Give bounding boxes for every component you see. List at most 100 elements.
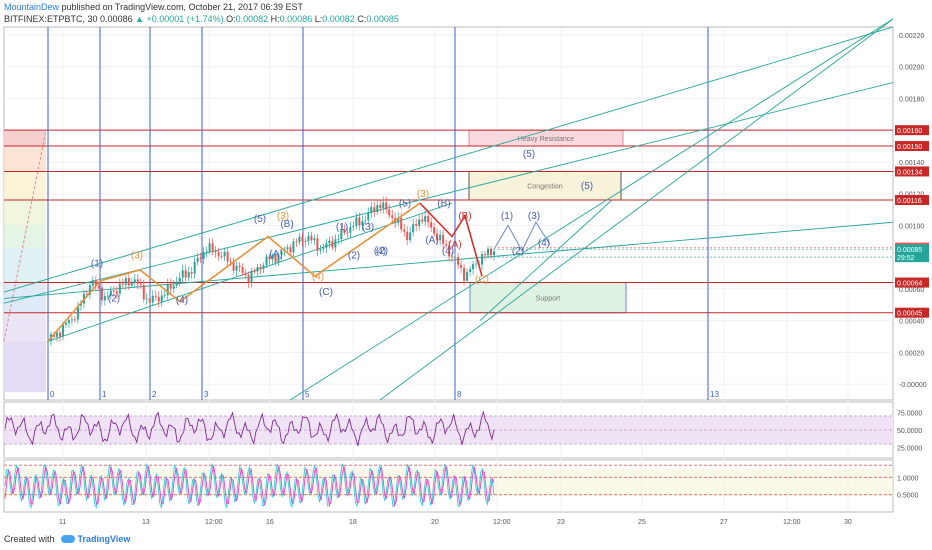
rsi-tick-label: 75.0000 <box>897 411 922 418</box>
candle-body <box>205 251 208 253</box>
candle-body <box>124 278 127 285</box>
candle-body <box>442 234 445 244</box>
candle-body <box>76 305 79 320</box>
candle-body <box>109 290 112 296</box>
candle-body <box>451 256 454 258</box>
candle-body <box>103 296 106 301</box>
zone-label: Heavy Resistance <box>518 136 575 143</box>
candle-body <box>460 264 463 268</box>
candle-body <box>301 236 304 242</box>
level-tag <box>895 125 929 136</box>
level-tag <box>895 141 929 152</box>
candle-body <box>196 257 199 263</box>
cycle-label: 1 <box>102 390 107 399</box>
candle-body <box>340 229 343 239</box>
price-tag <box>895 252 929 263</box>
candle-body <box>193 262 196 274</box>
candle-body <box>439 234 442 241</box>
candle-body <box>325 243 328 248</box>
candle-body <box>373 207 376 213</box>
candle-body <box>229 261 232 263</box>
candle-body <box>277 254 280 263</box>
trend-line <box>3 26 894 293</box>
candle-body <box>328 240 331 244</box>
stoch-k-line <box>4 463 495 510</box>
close-value: 0.00085 <box>366 14 399 24</box>
projection-path <box>493 221 551 252</box>
candle-body <box>376 205 379 213</box>
candle-body <box>232 261 235 271</box>
x-tick-label: 11 <box>59 519 66 526</box>
candle-body <box>298 236 301 243</box>
candle-body <box>493 251 495 256</box>
zone-label: Support <box>536 296 561 303</box>
price-tag <box>895 244 929 255</box>
candle-body <box>166 284 169 296</box>
price-tag-label: 29:52 <box>897 255 915 262</box>
candle-body <box>64 322 67 325</box>
cloud-icon <box>60 535 75 543</box>
candle-body <box>136 279 139 284</box>
symbol-line: BITFINEX:ETPBTC, 30 0.00086 ▲ +0.00001 (… <box>4 14 399 24</box>
candle-body <box>148 298 151 303</box>
candle-body <box>247 275 250 283</box>
x-tick-label: 12:00 <box>783 519 801 526</box>
candle-body <box>115 291 118 294</box>
candle-body <box>421 219 424 222</box>
y-tick-label: 0.00200 <box>899 65 924 72</box>
candle-body <box>379 205 382 209</box>
level-tag-label: 0.00134 <box>897 169 922 176</box>
wave-label: (1) <box>91 259 103 270</box>
candle-body <box>127 278 130 286</box>
tradingview-logo[interactable]: TradingView <box>60 534 130 544</box>
candle-body <box>445 243 448 246</box>
wave-label: (4) <box>374 246 386 257</box>
wave-label: (1) <box>336 222 348 233</box>
wave-label: (2) <box>512 246 524 257</box>
wave-label: (4) <box>442 246 454 257</box>
candle-body <box>271 255 274 260</box>
wave-label: (5) <box>399 198 411 209</box>
candle-body <box>295 241 298 243</box>
fib-band <box>4 130 46 147</box>
candle-body <box>47 341 49 343</box>
fib-band <box>4 247 46 283</box>
wave-label: (2) <box>348 251 360 262</box>
price-change: ▲ +0.00001 (+1.74%) <box>135 14 224 24</box>
wave-path-red <box>419 202 483 277</box>
wave-label: (3) <box>277 211 289 222</box>
candle-body <box>385 202 388 210</box>
wave-label: (5) <box>523 149 535 160</box>
author-link[interactable]: MountainDew <box>4 2 60 12</box>
candle-body <box>319 249 322 251</box>
candle-body <box>430 222 433 228</box>
x-tick-label: 20 <box>431 519 439 526</box>
candle-body <box>415 224 418 226</box>
candle-body <box>55 332 58 337</box>
candle-body <box>484 254 487 256</box>
candle-body <box>337 238 340 240</box>
candle-body <box>238 265 241 268</box>
cycle-label: 2 <box>152 390 157 399</box>
level-tag-label: 0.00160 <box>897 128 922 135</box>
candle-body <box>184 270 187 278</box>
wave-label: (5) <box>254 214 266 225</box>
rsi-tick-label: 25.0000 <box>897 446 922 453</box>
candle-body <box>85 293 88 295</box>
wave-label: (C) <box>319 287 333 298</box>
fib-band <box>4 341 46 393</box>
low-label: L: <box>314 14 323 24</box>
candle-body <box>457 256 460 265</box>
candle-body <box>448 245 451 257</box>
trend-line <box>3 82 894 304</box>
candle-body <box>292 241 295 253</box>
x-tick-label: 12:00 <box>205 519 223 526</box>
fib-band <box>4 146 46 172</box>
candle-body <box>88 285 91 295</box>
candle-body <box>178 277 181 282</box>
candle-body <box>226 251 229 262</box>
y-tick-label: 0.00020 <box>899 350 924 357</box>
candle-body <box>139 283 142 285</box>
trend-line <box>379 18 894 401</box>
